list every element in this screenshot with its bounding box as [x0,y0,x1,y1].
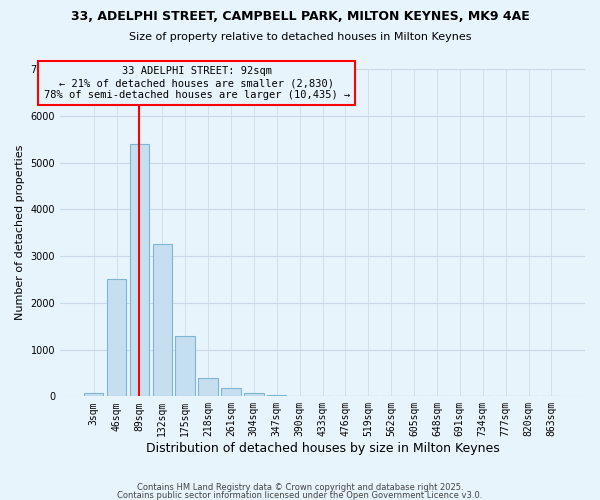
Bar [199,378,218,396]
Bar [221,388,241,396]
Bar [107,280,126,396]
Bar [152,244,172,396]
Y-axis label: Number of detached properties: Number of detached properties [15,145,25,320]
Bar [267,395,286,396]
Bar [84,392,103,396]
Text: Size of property relative to detached houses in Milton Keynes: Size of property relative to detached ho… [129,32,471,42]
Text: Contains public sector information licensed under the Open Government Licence v3: Contains public sector information licen… [118,491,482,500]
Bar [130,144,149,397]
Text: Contains HM Land Registry data © Crown copyright and database right 2025.: Contains HM Land Registry data © Crown c… [137,484,463,492]
Text: 33 ADELPHI STREET: 92sqm
← 21% of detached houses are smaller (2,830)
78% of sem: 33 ADELPHI STREET: 92sqm ← 21% of detach… [44,66,350,100]
X-axis label: Distribution of detached houses by size in Milton Keynes: Distribution of detached houses by size … [146,442,499,455]
Bar [244,392,263,396]
Text: 33, ADELPHI STREET, CAMPBELL PARK, MILTON KEYNES, MK9 4AE: 33, ADELPHI STREET, CAMPBELL PARK, MILTO… [71,10,529,23]
Bar [175,336,195,396]
